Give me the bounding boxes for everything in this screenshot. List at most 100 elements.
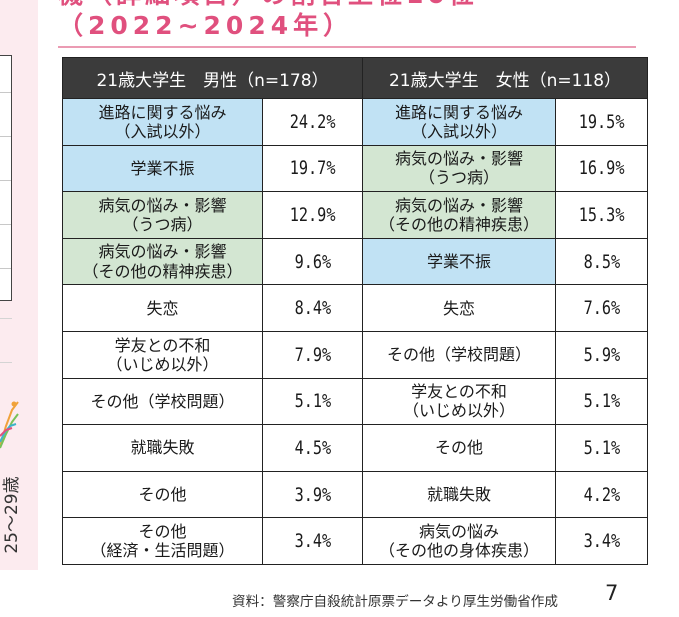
reason-cell: 病気の悩み （その他の身体疾患） [363,518,556,564]
percentage-cell: 8.5% [556,238,647,285]
percentage-value: 15.3% [578,203,625,226]
table-row: 進路に関する悩み （入試以外） 19.5% [363,98,647,145]
table-row: 病気の悩み・影響 （うつ病） 16.9% [363,144,647,192]
percentage-value: 19.7% [289,157,336,180]
table-row: 学友との不和 （いじめ以外） 7.9% [63,330,362,378]
percentage-cell: 7.6% [556,285,647,331]
table-row: その他（学校問題） 5.9% [363,330,647,378]
table-row: その他 5.1% [363,424,647,471]
table-row: 病気の悩み （その他の身体疾患） 3.4% [363,517,647,564]
percentage-value: 7.9% [294,343,331,366]
percentage-value: 4.5% [294,436,331,459]
table-row: 就職失敗 4.5% [63,424,362,471]
percentage-cell: 5.1% [556,378,647,425]
percentage-value: 9.6% [294,250,331,273]
percentage-value: 7.6% [583,297,620,320]
title-line-1-clip: 機（詳細項目）の割合上位10位 [58,0,628,10]
chart-fragment-dot [11,401,17,407]
percentage-cell: 9.6% [263,238,362,285]
male-table-body: 進路に関する悩み （入試以外） 24.2% 学業不振 19.7% 病気の悩み・影響 （う… [63,98,362,564]
reason-cell: 失恋 [63,285,263,331]
female-ranking-table: 21歳大学生 女性（n=118） 進路に関する悩み （入試以外） 19.5% 病気の… [363,58,647,564]
table-row: その他 3.9% [63,470,362,518]
table-row: 学友との不和 （いじめ以外） 5.1% [363,377,647,425]
table-row: 病気の悩み・影響 （その他の精神疾患） 15.3% [363,191,647,238]
percentage-value: 8.4% [294,297,331,320]
table-row: 学業不振 19.7% [63,144,362,192]
reason-cell: 就職失敗 [363,471,556,518]
percentage-value: 3.4% [583,530,620,553]
reason-cell: 学友との不和 （いじめ以外） [63,331,263,378]
previous-page-rule [0,318,12,319]
table-row: 進路に関する悩み （入試以外） 24.2% [63,98,362,145]
percentage-value: 16.9% [578,157,625,180]
reason-cell: その他 [63,471,263,518]
percentage-cell: 12.9% [263,192,362,238]
percentage-cell: 3.4% [263,518,362,564]
reason-cell: 進路に関する悩み （入試以外） [363,99,556,145]
source-note: 資料：警察庁自殺統計原票データより厚生労働省作成 [232,594,558,610]
male-table-header: 21歳大学生 男性（n=178） [63,58,362,98]
male-ranking-table: 21歳大学生 男性（n=178） 進路に関する悩み （入試以外） 24.2% 学業不… [63,58,363,564]
percentage-cell: 15.3% [556,192,647,238]
table-row: 病気の悩み・影響 （うつ病） 12.9% [63,191,362,238]
reason-cell: 病気の悩み・影響 （その他の精神疾患） [63,238,263,285]
age-group-side-label: 25～29歳 [2,476,22,554]
percentage-value: 5.1% [294,390,331,413]
previous-page-rule [0,362,12,363]
reason-cell: 進路に関する悩み （入試以外） [63,99,263,145]
page-number: 7 [605,581,619,605]
reason-cell: 失恋 [363,285,556,331]
reason-cell: 学業不振 [63,145,263,192]
reason-cell: 病気の悩み・影響 （うつ病） [63,192,263,238]
reason-cell: その他 [363,425,556,471]
reason-cell: 病気の悩み・影響 （うつ病） [363,145,556,192]
ranking-tables: 21歳大学生 男性（n=178） 進路に関する悩み （入試以外） 24.2% 学業不… [62,57,648,565]
percentage-cell: 4.2% [556,471,647,518]
female-table-header: 21歳大学生 女性（n=118） [363,58,647,98]
percentage-value: 3.4% [294,530,331,553]
percentage-value: 5.9% [583,343,620,366]
percentage-cell: 5.1% [263,378,362,425]
table-row: その他（学校問題） 5.1% [63,377,362,425]
table-row: 失恋 8.4% [63,284,362,331]
percentage-value: 5.1% [583,436,620,459]
page-title-years: （2022~2024年） [58,11,354,40]
percentage-cell: 7.9% [263,331,362,378]
table-row: 病気の悩み・影響 （その他の精神疾患） 9.6% [63,237,362,285]
percentage-value: 8.5% [583,250,620,273]
percentage-value: 5.1% [583,390,620,413]
percentage-value: 19.5% [578,110,625,133]
percentage-cell: 19.5% [556,99,647,145]
page-title: 機（詳細項目）の割合上位10位 [58,0,478,9]
percentage-cell: 8.4% [263,285,362,331]
previous-page-edge: 25～29歳 [0,0,38,570]
percentage-value: 3.9% [294,483,331,506]
percentage-cell: 5.9% [556,331,647,378]
reason-cell: 病気の悩み・影響 （その他の精神疾患） [363,192,556,238]
table-row: 失恋 7.6% [363,284,647,331]
table-row: 就職失敗 4.2% [363,470,647,518]
reason-cell: その他（学校問題） [63,378,263,425]
percentage-cell: 5.1% [556,425,647,471]
percentage-cell: 3.4% [556,518,647,564]
table-row: 学業不振 8.5% [363,237,647,285]
percentage-value: 12.9% [289,203,336,226]
percentage-value: 24.2% [289,110,336,133]
previous-page-table-fragment [0,55,12,301]
title-underline [58,46,636,48]
percentage-cell: 4.5% [263,425,362,471]
percentage-cell: 3.9% [263,471,362,518]
reason-cell: その他（学校問題） [363,331,556,378]
percentage-cell: 19.7% [263,145,362,192]
reason-cell: 就職失敗 [63,425,263,471]
female-table-body: 進路に関する悩み （入試以外） 19.5% 病気の悩み・影響 （うつ病） 16.9% 病… [363,98,647,564]
previous-page-chart-fragment [0,401,19,449]
reason-cell: 学業不振 [363,238,556,285]
reason-cell: 学友との不和 （いじめ以外） [363,378,556,425]
percentage-cell: 24.2% [263,99,362,145]
table-row: その他 （経済・生活問題） 3.4% [63,517,362,564]
reason-cell: その他 （経済・生活問題） [63,518,263,564]
percentage-cell: 16.9% [556,145,647,192]
